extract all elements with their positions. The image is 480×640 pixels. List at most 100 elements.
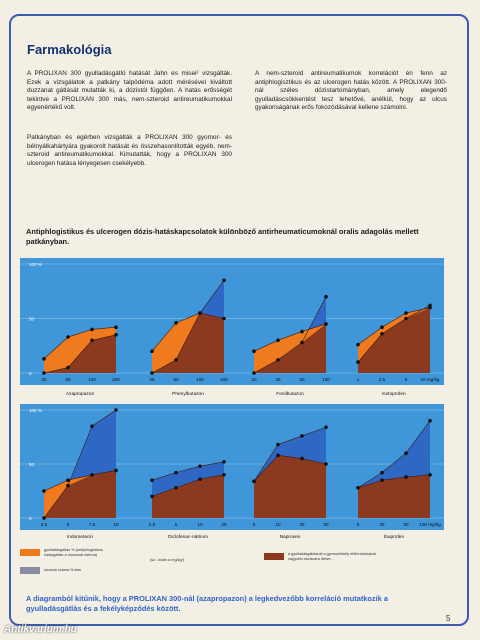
x-tick-label: 100 mg/kg: [419, 522, 441, 527]
antiphlogistic-point: [252, 349, 256, 354]
ulcerogen-point: [404, 451, 408, 456]
ulcerogen-point: [42, 516, 46, 520]
antiphlogistic-point: [276, 338, 280, 343]
page-number: 5: [446, 614, 451, 623]
x-tick-label: 10: [113, 522, 119, 527]
ulcerogen-line: [151, 461, 225, 481]
drug-label: Phenylbutazon: [172, 391, 204, 397]
x-tick-label: 200: [112, 377, 120, 382]
overlap-area: [254, 323, 326, 373]
drug-label: Ketoprofen: [382, 391, 406, 397]
antiphlogistic-point: [174, 485, 178, 490]
antiphlogistic-point: [276, 453, 280, 458]
conclusion-text: A diagramból kitűnik, hogy a PROLIXAN 30…: [26, 594, 388, 613]
antiphlogistic-line: [151, 312, 225, 352]
ulcerogen-point: [356, 485, 360, 490]
antiphlogistic-point: [66, 478, 70, 483]
antiphlogistic-line: [357, 474, 431, 489]
x-tick-label: 5: [405, 377, 408, 382]
x-tick-label: 25: [221, 522, 227, 527]
ulcerogen-point: [356, 360, 360, 364]
antiphlogistic-point: [42, 357, 46, 361]
antiphlogistic-point: [42, 489, 46, 493]
drug-label: Azapropazon: [66, 391, 95, 397]
ulcerogen-point: [300, 434, 304, 438]
x-tick-label: 25: [41, 377, 47, 382]
legend-brown-text: a gyulladásgátlásnál a gyomorfekély előf…: [288, 552, 376, 561]
ulcerogen-point: [66, 483, 70, 488]
antiphlogistic-point: [300, 329, 304, 334]
ulcerogen-point: [276, 358, 280, 362]
antiphlogistic-point: [404, 311, 408, 315]
ulcerogen-point: [222, 278, 226, 283]
x-tick-label: 25: [379, 522, 385, 527]
ulcerogen-point: [90, 338, 94, 343]
ulcerogen-point: [276, 442, 280, 447]
intro-paragraph-1: A PROLIXAN 300 gyulladásgátló hatását Ja…: [27, 70, 232, 112]
ulcerogen-point: [42, 371, 46, 375]
x-tick-label: 100: [196, 377, 204, 382]
antiphlogistic-point: [174, 321, 178, 325]
antiphlogistic-point: [90, 327, 94, 332]
drug-label: Indometacin: [67, 534, 93, 540]
overlap-area: [358, 307, 430, 373]
x-tick-label: 2.5: [41, 522, 48, 527]
ulcerogen-line: [253, 296, 327, 374]
antiphlogistic-point: [222, 316, 226, 321]
y-tick-label: 50: [29, 462, 35, 467]
ulcerogen-point: [252, 479, 256, 484]
x-tick-label: 5: [175, 522, 178, 527]
x-tick-label: 25: [275, 377, 281, 382]
legend-swatch-orange: [20, 549, 40, 556]
ulcerogen-point: [252, 371, 256, 375]
ulcerogen-line: [357, 420, 431, 489]
ulcerogen-point: [114, 408, 118, 412]
ulcerogen-point: [150, 371, 154, 375]
y-tick-label: 100 %: [29, 262, 42, 267]
antiphlogistic-point: [324, 462, 328, 466]
antiphlogistic-point: [198, 477, 202, 481]
overlap-area: [152, 313, 224, 373]
x-tick-label: 25: [299, 522, 305, 527]
ulcerogen-point: [222, 460, 226, 464]
x-tick-label: 50: [323, 522, 329, 527]
x-tick-label: 50: [65, 377, 71, 382]
antiphlogistic-point: [114, 468, 118, 473]
antiphlogistic-line: [253, 323, 327, 352]
x-tick-label: 200: [220, 377, 228, 382]
antiphlogistic-point: [114, 325, 118, 330]
ulcerogen-line: [357, 305, 431, 363]
chart-title: Antiphlogistikus és ulcerogen dózis-hatá…: [26, 227, 419, 246]
ulcerogen-line: [151, 280, 225, 374]
overlap-area: [44, 470, 116, 518]
ulcerogen-point: [380, 331, 384, 336]
drug-label: Ibuprofen: [384, 534, 405, 540]
overlap-area: [152, 474, 224, 518]
watermark: Antikvarium.hu: [4, 624, 77, 635]
ulcerogen-line: [43, 409, 117, 519]
ulcerogen-point: [66, 365, 70, 370]
ulcerogen-point: [198, 464, 202, 468]
x-tick-label: 50: [299, 377, 305, 382]
antiphlogistic-point: [380, 325, 384, 330]
ulcerogen-point: [324, 425, 328, 430]
antiphlogistic-line: [43, 470, 117, 492]
ulcerogen-point: [150, 478, 154, 483]
antiphlogistic-line: [43, 326, 117, 360]
antiphlogistic-point: [324, 322, 328, 326]
ulcerogen-point: [174, 470, 178, 475]
antiphlogistic-point: [222, 473, 226, 477]
legend-orange-text: gyulladásgátlás % (antiphlogistikus hatá…: [44, 548, 103, 557]
overlap-area: [254, 455, 326, 518]
x-tick-label: 50: [403, 522, 409, 527]
ulcerogen-point: [174, 358, 178, 362]
legend-dose-text: (sz.: dózis a mg/kg/): [150, 558, 184, 562]
x-tick-label: 7.5: [89, 522, 96, 527]
intro-paragraph-3: A nem-szteroid antireumatikumok korrelác…: [255, 70, 447, 112]
antiphlogistic-line: [357, 307, 431, 345]
ulcerogen-line: [43, 334, 117, 374]
intro-paragraph-2: Patkányban és egérben vizsgálták a PROLI…: [27, 134, 232, 167]
ulcerogen-point: [404, 316, 408, 321]
